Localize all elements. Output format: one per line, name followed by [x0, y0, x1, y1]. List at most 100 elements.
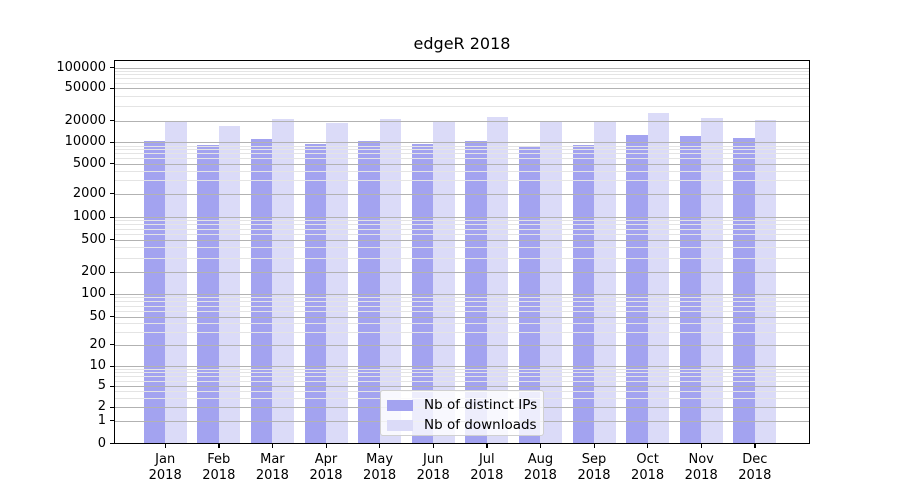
minor-gridline-7000 [115, 153, 809, 155]
minor-gridline-90 [115, 297, 809, 299]
y-tick-label-10000: 10000 [64, 134, 106, 150]
major-gridline-10000 [115, 142, 809, 144]
minor-gridline-30 [115, 332, 809, 334]
major-gridline-10 [115, 366, 809, 367]
x-tick-label-sep: Sep 2018 [577, 452, 611, 483]
y-tick-5 [110, 385, 114, 387]
y-tick-2000 [110, 193, 114, 195]
minor-gridline-80000 [115, 74, 809, 76]
y-tick-label-5000: 5000 [72, 155, 106, 171]
minor-gridline-30000 [115, 106, 809, 108]
bar-downloads-dec [754, 120, 777, 444]
x-tick-label-aug: Aug 2018 [523, 452, 557, 483]
minor-gridline-70 [115, 305, 809, 307]
minor-gridline-900 [115, 220, 809, 222]
y-tick-label-100: 100 [81, 286, 106, 301]
major-gridline-200 [115, 272, 809, 273]
major-gridline-100000 [115, 67, 809, 69]
bar-distinct-ips-nov [679, 136, 702, 444]
x-tick-label-jan: Jan 2018 [148, 452, 182, 483]
x-tick-mar [271, 444, 274, 448]
x-tick-label-feb: Feb 2018 [202, 452, 236, 483]
y-tick-label-1: 1 [97, 412, 106, 428]
y-tick-label-1000: 1000 [72, 209, 106, 224]
y-tick-label-5: 5 [97, 378, 106, 393]
major-gridline-50 [115, 316, 809, 318]
major-gridline-20 [115, 344, 809, 346]
y-tick-label-20: 20 [89, 336, 106, 352]
y-tick-50 [110, 316, 114, 318]
x-tick-dec [754, 444, 756, 448]
chart-title: edgeR 2018 [413, 34, 511, 53]
bar-downloads-oct [647, 113, 670, 444]
minor-gridline-3000 [115, 180, 809, 182]
bar-downloads-sep [594, 121, 616, 444]
minor-gridline-9000 [115, 145, 809, 147]
y-tick-label-2: 2 [97, 399, 106, 414]
legend-swatch-downloads [387, 419, 413, 431]
minor-gridline-40 [115, 323, 809, 325]
y-tick-1000 [110, 216, 114, 218]
x-tick-jan [164, 444, 166, 448]
y-tick-label-2000: 2000 [72, 185, 106, 201]
x-tick-nov [700, 444, 702, 448]
bar-distinct-ips-dec [733, 138, 755, 444]
minor-gridline-600 [115, 233, 809, 235]
legend-label-downloads: Nb of downloads [424, 417, 537, 433]
legend-item-downloads: Nb of downloads [387, 415, 537, 435]
minor-gridline-9 [115, 369, 809, 371]
minor-gridline-800 [115, 224, 809, 226]
y-tick-label-200: 200 [81, 264, 106, 279]
bar-distinct-ips-may [358, 141, 380, 444]
minor-gridline-70000 [115, 78, 809, 80]
x-tick-feb [218, 444, 220, 448]
bar-downloads-aug [540, 121, 562, 444]
bar-distinct-ips-apr [304, 143, 326, 444]
bar-downloads-jul [486, 117, 509, 444]
legend: Nb of distinct IPs Nb of downloads [380, 390, 544, 436]
major-gridline-5 [115, 386, 809, 387]
major-gridline-2000 [115, 193, 809, 195]
y-tick-label-50: 50 [89, 308, 106, 324]
x-tick-aug [539, 444, 542, 448]
minor-gridline-60000 [115, 82, 809, 84]
major-gridline-500 [115, 239, 809, 241]
minor-gridline-400 [115, 247, 809, 249]
minor-gridline-7 [115, 376, 809, 378]
minor-gridline-80 [115, 301, 809, 303]
y-tick-2 [110, 406, 114, 408]
minor-gridline-6 [115, 380, 809, 382]
y-tick-10000 [110, 141, 114, 144]
y-tick-label-10: 10 [89, 358, 106, 373]
minor-gridline-40000 [115, 95, 809, 97]
major-gridline-50000 [115, 88, 809, 89]
y-tick-20000 [110, 120, 114, 122]
x-tick-label-jun: Jun 2018 [416, 452, 450, 483]
bar-downloads-feb [218, 125, 241, 444]
y-tick-0 [110, 443, 114, 445]
minor-gridline-300 [115, 257, 809, 259]
x-tick-jul [486, 444, 488, 448]
y-tick-label-500: 500 [81, 231, 106, 247]
major-gridline-100 [115, 294, 809, 295]
bar-distinct-ips-jan [143, 141, 166, 444]
bar-distinct-ips-mar [250, 139, 273, 444]
bar-downloads-mar [272, 119, 294, 444]
bar-downloads-may [379, 118, 402, 444]
y-tick-500 [110, 239, 114, 241]
x-tick-may [379, 444, 381, 448]
y-tick-label-50000: 50000 [64, 80, 106, 95]
bar-downloads-apr [326, 123, 348, 444]
bar-downloads-nov [701, 117, 723, 444]
x-tick-label-mar: Mar 2018 [255, 452, 289, 483]
x-tick-label-jul: Jul 2018 [470, 452, 504, 483]
x-tick-label-may: May 2018 [363, 452, 397, 483]
minor-gridline-60 [115, 310, 809, 312]
minor-gridline-90000 [115, 70, 809, 72]
bar-downloads-jun [433, 122, 455, 444]
x-tick-apr [325, 444, 327, 448]
x-tick-label-nov: Nov 2018 [684, 452, 718, 483]
x-tick-jun [432, 444, 434, 448]
major-gridline-1000 [115, 217, 809, 218]
y-tick-label-0: 0 [97, 435, 106, 451]
